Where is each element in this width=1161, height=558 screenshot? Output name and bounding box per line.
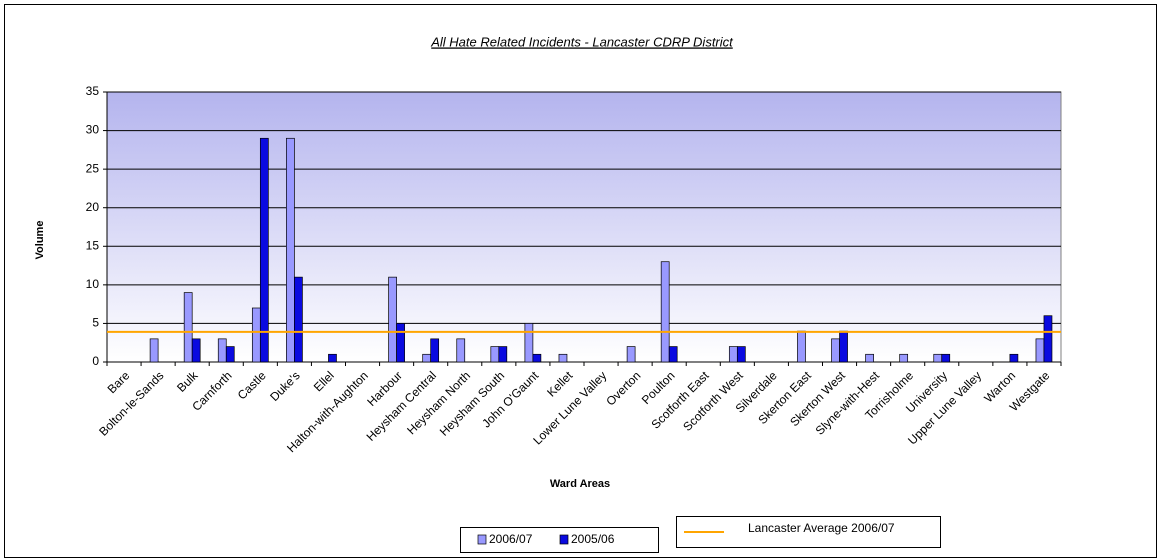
bar bbox=[225, 346, 235, 363]
legend-box bbox=[460, 527, 659, 553]
plot-area bbox=[106, 91, 1062, 363]
legend-swatch bbox=[559, 534, 569, 545]
bar bbox=[933, 353, 943, 363]
bar bbox=[941, 353, 951, 363]
bar bbox=[396, 323, 405, 363]
bar bbox=[1035, 338, 1045, 363]
bar bbox=[660, 261, 670, 363]
y-tick-label: 20 bbox=[86, 200, 100, 214]
legend-label: 2005/06 bbox=[571, 532, 615, 546]
legend-label: 2006/07 bbox=[489, 532, 533, 546]
y-axis-title: Volume bbox=[34, 221, 46, 260]
bar bbox=[839, 330, 848, 363]
bar bbox=[456, 338, 466, 363]
y-tick-label: 30 bbox=[86, 123, 100, 137]
bar bbox=[294, 276, 303, 363]
bar bbox=[728, 346, 738, 363]
legend-swatch bbox=[477, 534, 487, 545]
bar bbox=[388, 276, 397, 363]
y-tick-label: 10 bbox=[86, 277, 100, 291]
bar bbox=[422, 353, 432, 363]
bar bbox=[524, 323, 534, 363]
bar bbox=[626, 346, 636, 363]
bar bbox=[668, 346, 678, 363]
legend-label: Lancaster Average 2006/07 bbox=[748, 521, 895, 535]
y-tick-label: 35 bbox=[86, 84, 100, 98]
y-tick-label: 25 bbox=[86, 161, 100, 175]
bar bbox=[498, 346, 508, 363]
bar bbox=[797, 330, 806, 363]
bar bbox=[259, 137, 269, 363]
bar bbox=[1009, 353, 1019, 363]
bar bbox=[286, 137, 295, 363]
y-tick-label: 15 bbox=[86, 238, 100, 252]
bar bbox=[251, 307, 261, 363]
bar bbox=[831, 338, 840, 363]
bar bbox=[149, 338, 159, 363]
bar bbox=[736, 346, 746, 363]
bar bbox=[558, 353, 568, 363]
x-axis-title: Ward Areas bbox=[550, 478, 610, 490]
y-tick-label: 5 bbox=[92, 316, 99, 330]
bar bbox=[490, 346, 500, 363]
bar bbox=[899, 353, 909, 363]
bar bbox=[1043, 315, 1053, 363]
y-tick-label: 0 bbox=[92, 354, 99, 368]
bar bbox=[183, 292, 193, 363]
bar bbox=[532, 353, 542, 363]
bar bbox=[217, 338, 227, 363]
chart-title: All Hate Related Incidents - Lancaster C… bbox=[430, 34, 734, 49]
bar bbox=[328, 353, 337, 363]
bar bbox=[191, 338, 201, 363]
bar bbox=[865, 353, 874, 363]
bar bbox=[430, 338, 440, 363]
